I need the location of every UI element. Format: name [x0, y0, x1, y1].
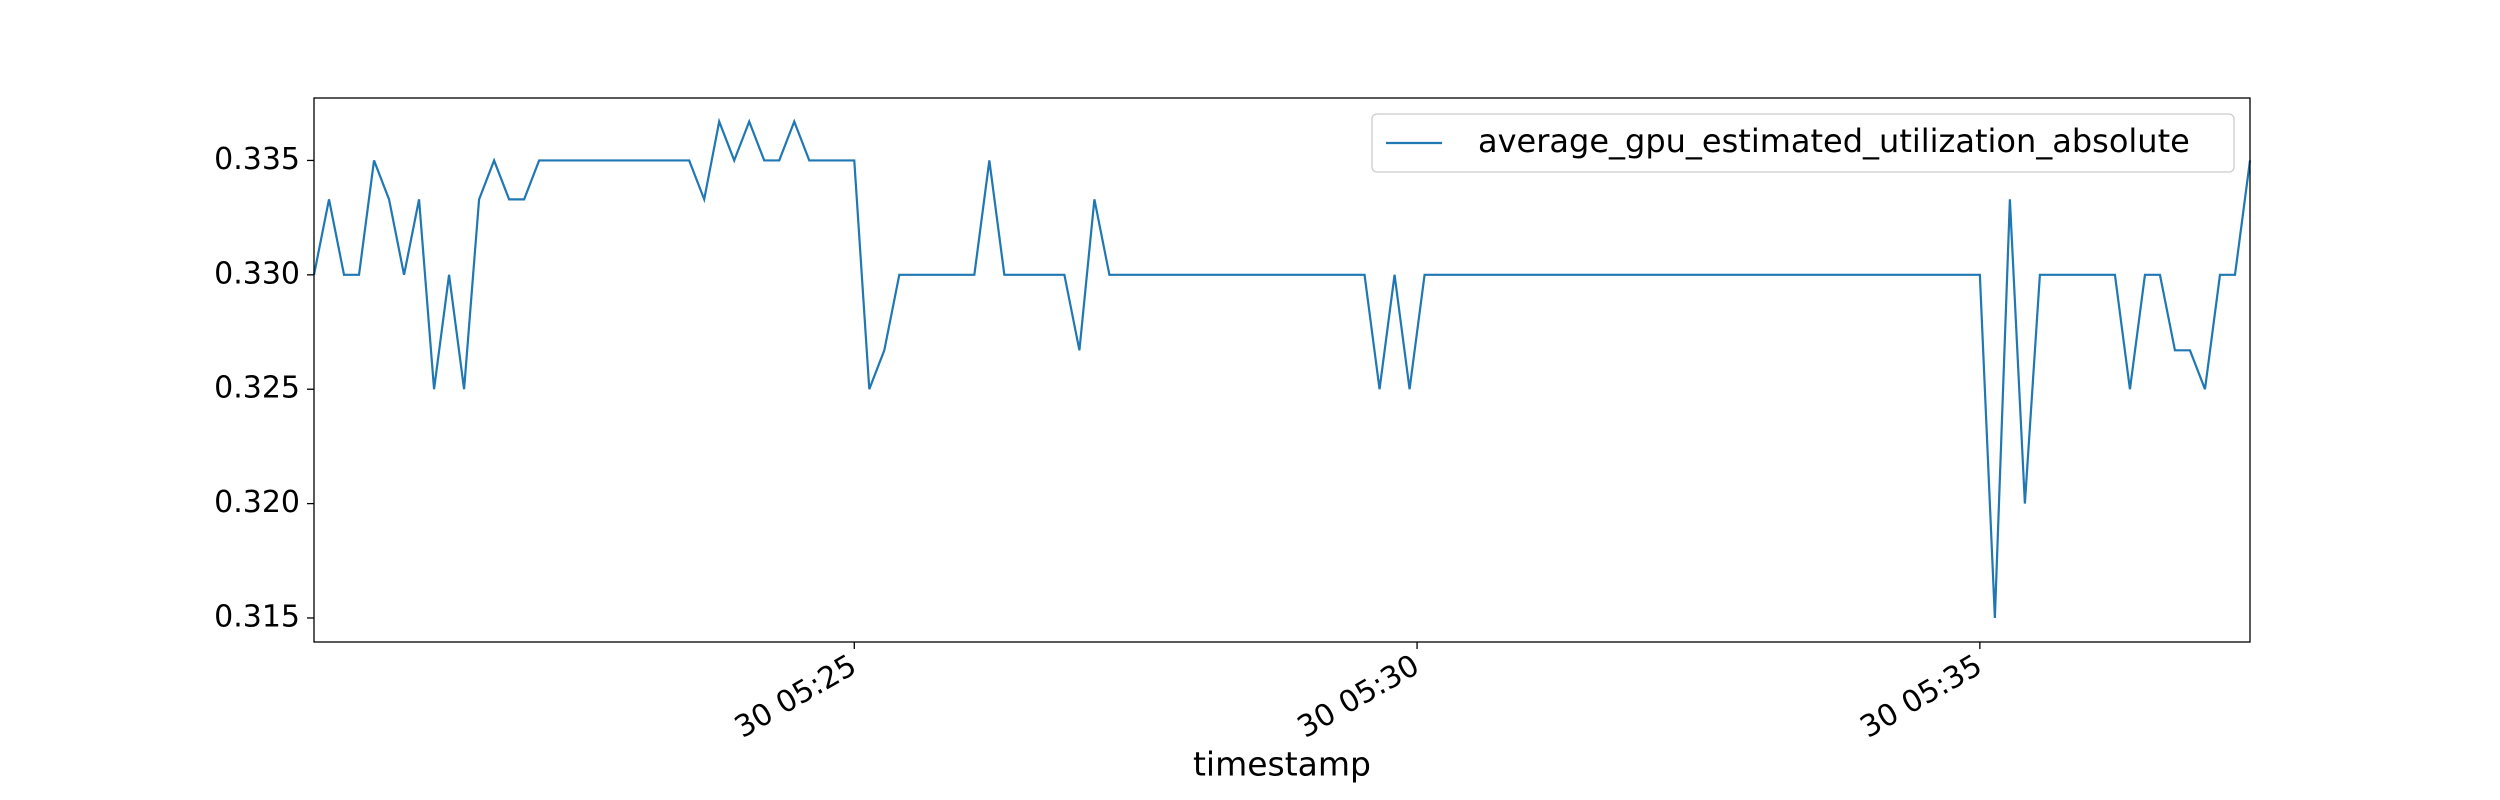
- legend-label: average_gpu_estimated_utilization_absolu…: [1478, 122, 2190, 160]
- series-line: [312, 117, 2252, 619]
- plot-frame: [313, 97, 2251, 643]
- x-axis-label: timestamp: [1193, 745, 1371, 784]
- y-tick-label: 0.330: [214, 256, 300, 291]
- y-tick-label: 0.315: [214, 599, 300, 634]
- y-tick-label: 0.325: [214, 371, 300, 406]
- legend-box: [1371, 113, 2235, 173]
- y-tick-label: 0.320: [214, 485, 300, 520]
- x-tick-label: 30 05:25: [729, 648, 863, 745]
- x-tick-label: 30 05:35: [1854, 648, 1988, 745]
- x-tick-label: 30 05:30: [1292, 648, 1426, 745]
- y-tick-label: 0.335: [214, 142, 300, 177]
